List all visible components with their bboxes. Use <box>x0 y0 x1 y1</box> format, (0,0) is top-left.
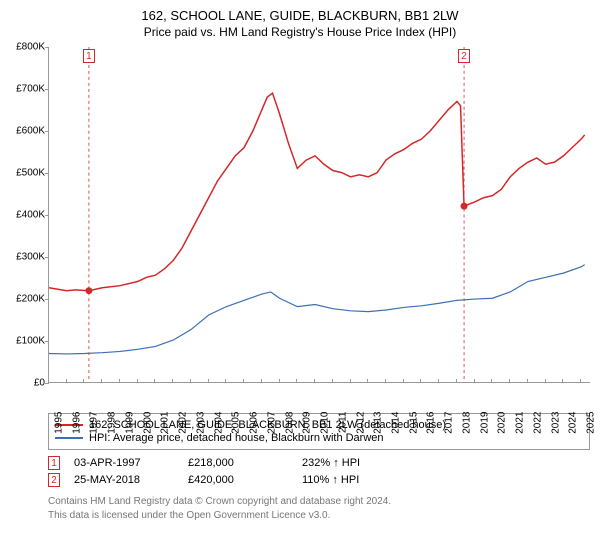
chart-subtitle: Price paid vs. HM Land Registry's House … <box>0 25 600 39</box>
x-tick-label: 2021 <box>515 412 526 434</box>
x-tick-label: 1996 <box>71 412 82 434</box>
footnote: Contains HM Land Registry data © Crown c… <box>48 495 590 522</box>
y-tick-label: £800K <box>1 42 45 53</box>
x-tick-label: 1999 <box>125 412 136 434</box>
chart-area: £0£100K£200K£300K£400K£500K£600K£700K£80… <box>48 47 590 407</box>
series-hpi <box>49 265 585 354</box>
x-tick-label: 2018 <box>462 412 473 434</box>
sale-pct: 232% ↑ HPI <box>302 457 402 469</box>
x-tick-label: 2002 <box>178 412 189 434</box>
series-price_paid <box>49 93 585 291</box>
legend-label: HPI: Average price, detached house, Blac… <box>89 432 384 444</box>
x-tick-label: 1995 <box>54 412 65 434</box>
x-tick-label: 2023 <box>550 412 561 434</box>
x-tick-label: 2025 <box>586 412 597 434</box>
x-tick-label: 2011 <box>337 412 348 434</box>
sale-row: 1 03-APR-1997 £218,000 232% ↑ HPI <box>48 456 590 470</box>
sale-marker-icon: 1 <box>48 456 60 470</box>
x-tick-label: 2000 <box>142 412 153 434</box>
x-tick-label: 1997 <box>89 412 100 434</box>
sale-date: 25-MAY-2018 <box>74 474 174 486</box>
y-tick-label: £200K <box>1 294 45 305</box>
x-tick-label: 2010 <box>320 412 331 434</box>
x-tick-label: 2005 <box>231 412 242 434</box>
sale-marker-1: 1 <box>83 49 95 63</box>
x-tick-label: 2012 <box>355 412 366 434</box>
chart-container: 162, SCHOOL LANE, GUIDE, BLACKBURN, BB1 … <box>0 0 600 522</box>
sale-row: 2 25-MAY-2018 £420,000 110% ↑ HPI <box>48 473 590 487</box>
legend-swatch <box>55 437 83 439</box>
chart-title: 162, SCHOOL LANE, GUIDE, BLACKBURN, BB1 … <box>0 8 600 23</box>
sale-marker-icon: 2 <box>48 473 60 487</box>
x-tick-label: 2009 <box>302 412 313 434</box>
x-tick-label: 2013 <box>373 412 384 434</box>
y-tick-label: £500K <box>1 168 45 179</box>
x-tick-label: 2019 <box>479 412 490 434</box>
sale-price: £218,000 <box>188 457 288 469</box>
x-tick-label: 2015 <box>408 412 419 434</box>
y-tick-label: £400K <box>1 210 45 221</box>
sales-table: 1 03-APR-1997 £218,000 232% ↑ HPI 2 25-MAY-20… <box>48 456 590 487</box>
sale-marker-2: 2 <box>458 49 470 63</box>
x-tick-label: 2001 <box>160 412 171 434</box>
x-tick-label: 1998 <box>107 412 118 434</box>
x-tick-label: 2006 <box>249 412 260 434</box>
plot-region: £0£100K£200K£300K£400K£500K£600K£700K£80… <box>48 47 590 383</box>
x-tick-label: 2017 <box>444 412 455 434</box>
x-tick-label: 2007 <box>266 412 277 434</box>
sale-price: £420,000 <box>188 474 288 486</box>
x-tick-label: 2024 <box>568 412 579 434</box>
x-tick-label: 2022 <box>533 412 544 434</box>
y-tick-label: £100K <box>1 336 45 347</box>
chart-svg <box>49 47 590 382</box>
y-tick-label: £600K <box>1 126 45 137</box>
x-tick-label: 2003 <box>196 412 207 434</box>
footnote-line-1: Contains HM Land Registry data © Crown c… <box>48 495 590 509</box>
y-tick-label: £300K <box>1 252 45 263</box>
x-tick-label: 2004 <box>213 412 224 434</box>
x-tick-label: 2008 <box>284 412 295 434</box>
footnote-line-2: This data is licensed under the Open Gov… <box>48 509 590 523</box>
x-tick-label: 2016 <box>426 412 437 434</box>
y-tick-label: £700K <box>1 84 45 95</box>
x-tick-label: 2020 <box>497 412 508 434</box>
sale-pct: 110% ↑ HPI <box>302 474 402 486</box>
sale-date: 03-APR-1997 <box>74 457 174 469</box>
legend-item: HPI: Average price, detached house, Blac… <box>55 432 583 444</box>
title-block: 162, SCHOOL LANE, GUIDE, BLACKBURN, BB1 … <box>0 0 600 43</box>
x-tick-label: 2014 <box>391 412 402 434</box>
y-tick-label: £0 <box>1 378 45 389</box>
